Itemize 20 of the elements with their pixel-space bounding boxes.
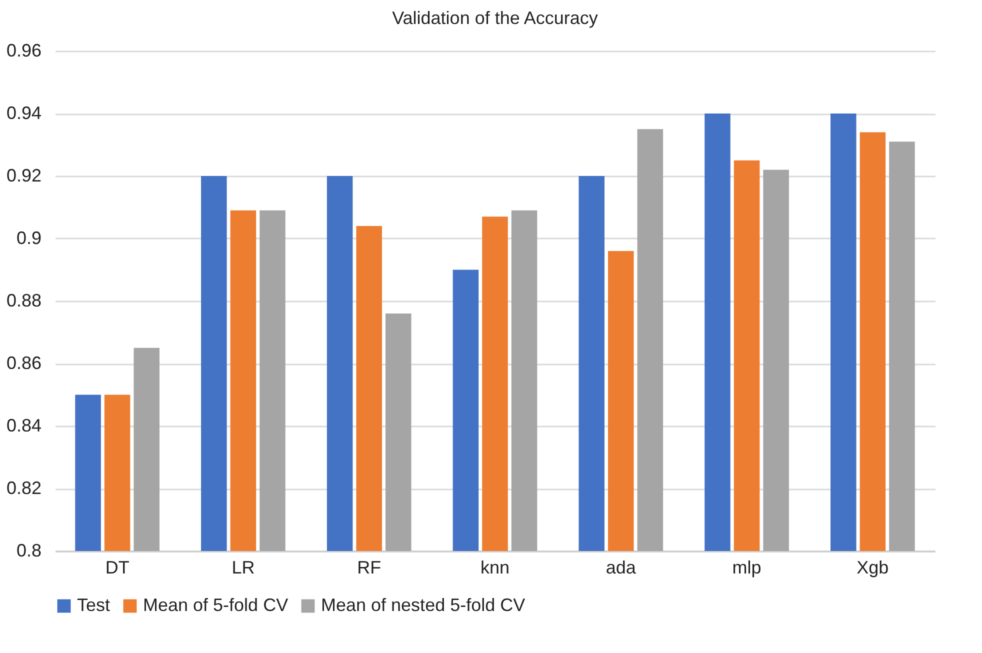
x-tick-label: Xgb	[856, 558, 889, 578]
y-tick-label: 0.94	[6, 103, 42, 123]
x-tick-label: mlp	[732, 558, 762, 578]
x-tick-label: DT	[105, 558, 130, 578]
x-tick-label: RF	[357, 558, 382, 578]
y-tick-label: 0.9	[16, 228, 42, 248]
x-tick-label: LR	[232, 558, 255, 578]
x-tick-label: knn	[480, 558, 510, 578]
legend-label: Test	[77, 595, 110, 615]
y-tick-label: 0.82	[6, 478, 42, 498]
y-tick-label: 0.8	[16, 540, 42, 560]
chart-title: Validation of the Accuracy	[392, 8, 598, 28]
y-tick-label: 0.84	[6, 416, 42, 436]
y-tick-label: 0.88	[6, 290, 42, 310]
x-tick-label: ada	[606, 558, 637, 578]
legend-label: Mean of 5-fold CV	[143, 595, 288, 615]
legend-label: Mean of nested 5-fold CV	[321, 595, 526, 615]
y-tick-label: 0.92	[6, 166, 42, 186]
y-tick-label: 0.96	[6, 40, 42, 60]
y-tick-label: 0.86	[6, 353, 42, 373]
